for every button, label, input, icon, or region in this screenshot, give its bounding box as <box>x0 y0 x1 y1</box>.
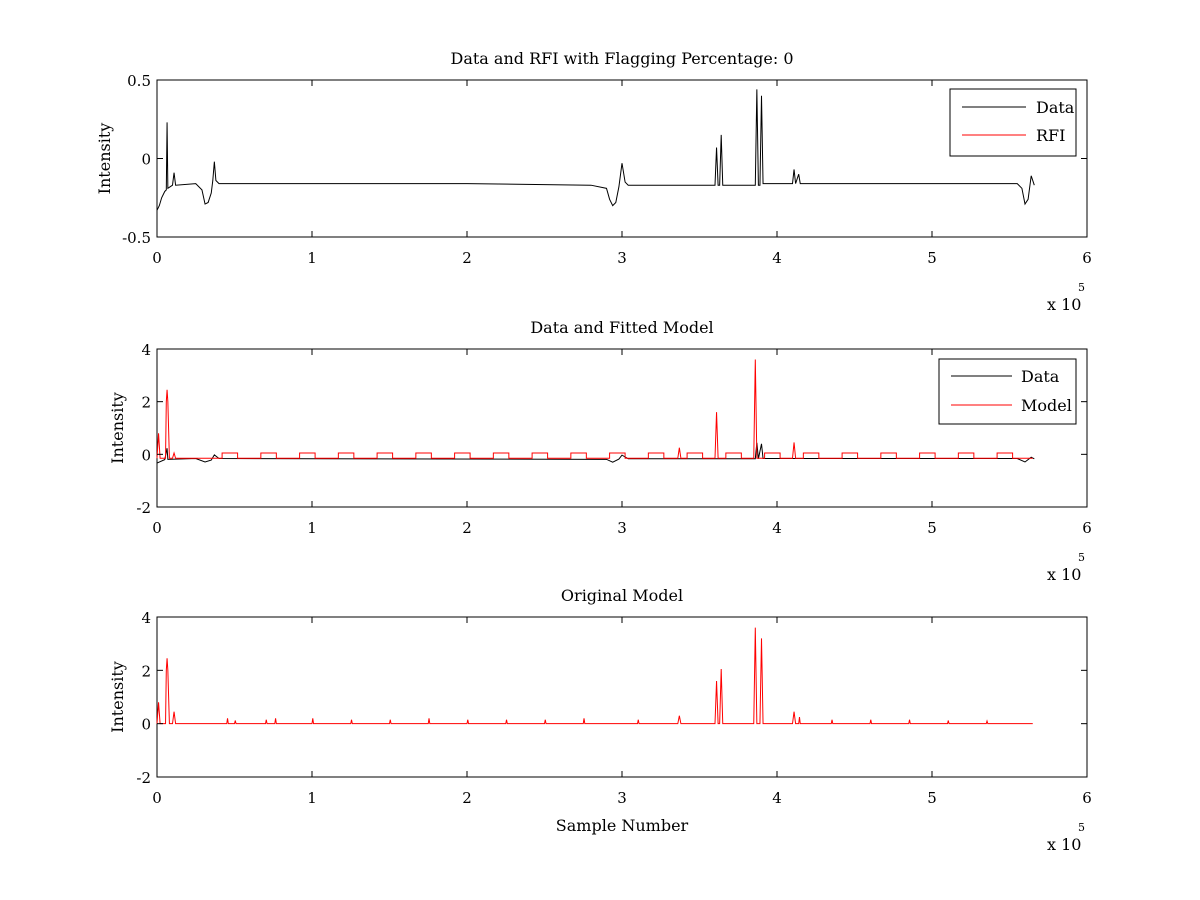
legend-label-model: Model <box>1021 396 1072 415</box>
plot-area <box>156 348 1088 508</box>
x-tick-label: 5 <box>927 249 937 267</box>
x-tick-label: 2 <box>462 249 472 267</box>
x-tick-label: 2 <box>462 789 472 807</box>
x-tick-label: 6 <box>1082 249 1092 267</box>
x-tick-label: 4 <box>772 519 782 537</box>
x-exponent-label: x 10 <box>1047 565 1081 584</box>
y-tick-label: -2 <box>136 769 151 787</box>
x-tick-label: 2 <box>462 519 472 537</box>
plot-area <box>156 79 1088 238</box>
x-tick-label: 1 <box>307 789 317 807</box>
x-tick-label: 4 <box>772 249 782 267</box>
plot-area <box>156 616 1088 778</box>
chart-title: Original Model <box>561 586 683 605</box>
legend-label-rfi: RFI <box>1036 126 1065 145</box>
y-tick-label: 0 <box>141 151 151 169</box>
y-axis-label: Intensity <box>108 392 127 464</box>
x-tick-label: 5 <box>927 789 937 807</box>
legend-box <box>949 88 1077 157</box>
series-line-model <box>156 359 1033 459</box>
y-tick-label: 0.5 <box>127 72 151 90</box>
series-line-series-0 <box>156 627 1033 725</box>
y-tick-label: -0.5 <box>122 229 151 247</box>
legend-box <box>938 358 1077 425</box>
x-tick-label: 0 <box>152 789 162 807</box>
y-tick-label: -2 <box>136 499 151 517</box>
x-tick-label: 3 <box>617 789 627 807</box>
x-tick-label: 3 <box>617 249 627 267</box>
x-tick-label: 6 <box>1082 789 1092 807</box>
x-tick-label: 3 <box>617 519 627 537</box>
x-axis-label: Sample Number <box>556 816 689 835</box>
x-exponent-power: 5 <box>1078 821 1085 834</box>
x-tick-label: 0 <box>152 519 162 537</box>
y-tick-label: 0 <box>141 716 151 734</box>
y-axis-label: Intensity <box>95 123 114 195</box>
legend: Data Model <box>938 358 1077 425</box>
legend: Data RFI <box>949 88 1077 157</box>
legend-label-data: Data <box>1021 367 1060 386</box>
x-tick-label: 0 <box>152 249 162 267</box>
y-tick-label: 4 <box>141 341 151 359</box>
x-exponent-power: 5 <box>1078 551 1085 564</box>
y-tick-label: 2 <box>141 394 151 412</box>
x-tick-label: 1 <box>307 249 317 267</box>
series-line-data <box>156 442 1035 464</box>
y-axis-label: Intensity <box>108 661 127 733</box>
x-tick-label: 6 <box>1082 519 1092 537</box>
y-tick-label: 0 <box>141 446 151 464</box>
y-tick-label: 2 <box>141 662 151 680</box>
x-exponent-power: 5 <box>1078 281 1085 294</box>
x-exponent-label: x 10 <box>1047 295 1081 314</box>
x-tick-label: 1 <box>307 519 317 537</box>
x-exponent-label: x 10 <box>1047 835 1081 854</box>
chart-title: Data and RFI with Flagging Percentage: 0 <box>450 49 793 68</box>
series-line-data <box>156 89 1035 211</box>
x-tick-label: 4 <box>772 789 782 807</box>
chart-title: Data and Fitted Model <box>530 318 713 337</box>
y-tick-label: 4 <box>141 609 151 627</box>
legend-label-data: Data <box>1036 98 1075 117</box>
x-tick-label: 5 <box>927 519 937 537</box>
